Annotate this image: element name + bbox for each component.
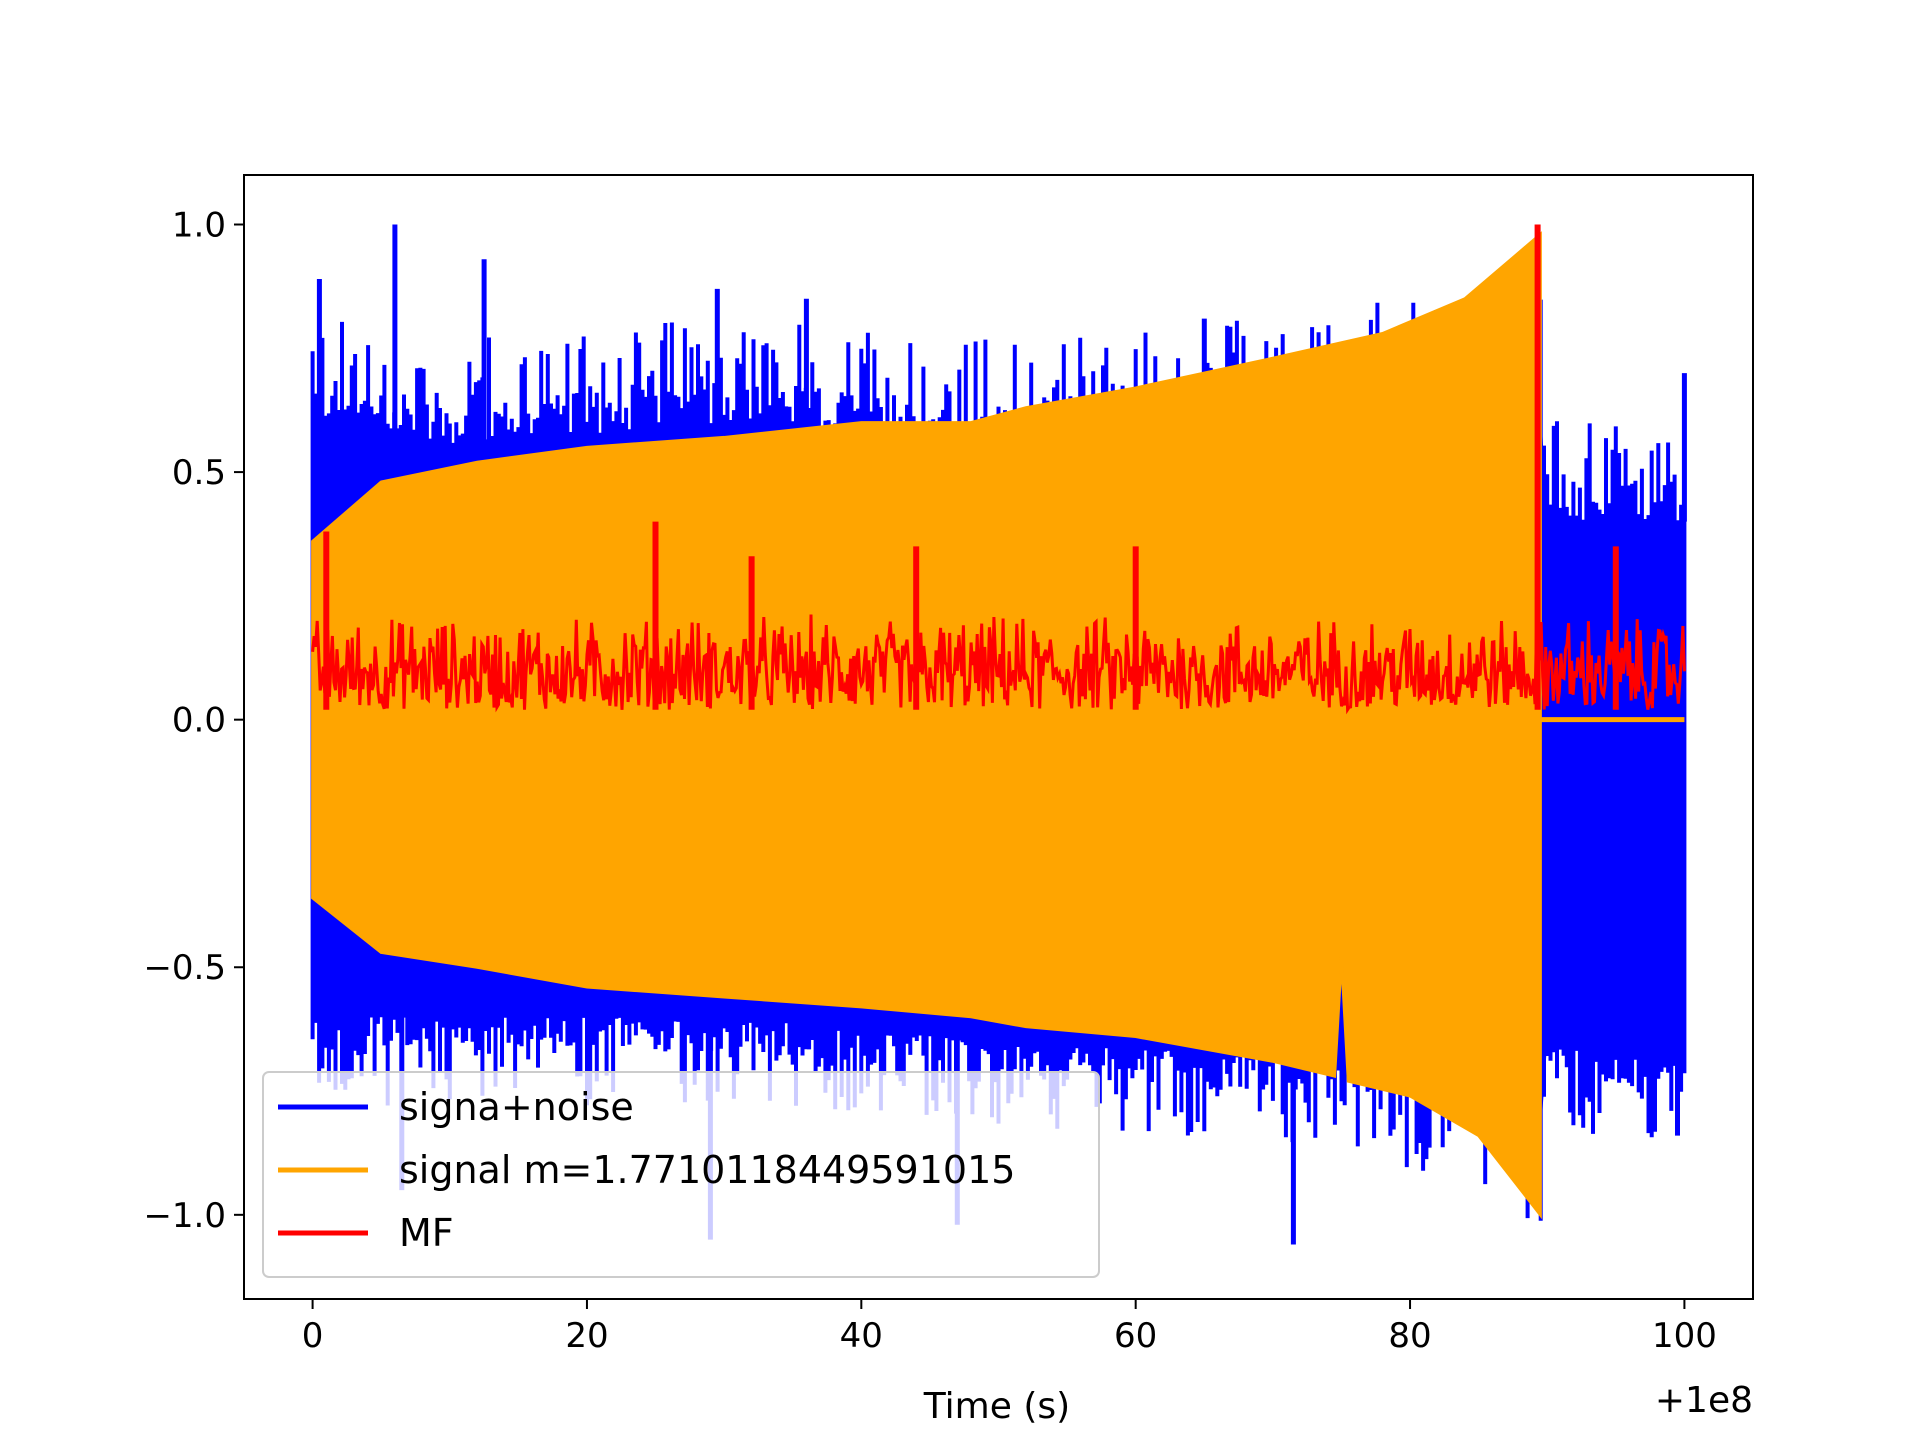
x-tick-label: 60: [1114, 1316, 1157, 1356]
x-axis-label: Time (s): [923, 1386, 1070, 1427]
x-tick-label: 100: [1652, 1316, 1717, 1356]
y-tick-label: 1.0: [172, 206, 226, 246]
series-layer: [310, 224, 1687, 1245]
x-tick-label: 20: [565, 1316, 608, 1356]
x-tick-label: 80: [1388, 1316, 1431, 1356]
series-mf-line: [311, 614, 1686, 715]
x-offset-label: +1e8: [1655, 1380, 1753, 1421]
series-signal-body: [311, 231, 1542, 1220]
x-axis: 0 20 40 60 80 100: [302, 1299, 1717, 1356]
legend-label-signal-noise: signa+noise: [399, 1085, 634, 1129]
legend-label-signal: signal m=1.7710118449591015: [399, 1148, 1015, 1192]
series-signal: [311, 231, 1685, 1220]
series-mf: [311, 224, 1686, 715]
y-tick-label: −0.5: [143, 948, 226, 988]
x-tick-label: 40: [840, 1316, 883, 1356]
y-axis: −1.0 −0.5 0.0 0.5 1.0: [143, 206, 244, 1236]
y-tick-label: 0.5: [172, 453, 226, 493]
plot-frame: [243, 174, 1754, 1300]
legend-label-mf: MF: [399, 1211, 454, 1255]
y-tick-label: 0.0: [172, 701, 226, 741]
series-mf-spikes: [323, 224, 1619, 710]
y-tick-label: −1.0: [143, 1196, 226, 1236]
legend: signa+noise signal m=1.7710118449591015 …: [262, 1071, 1100, 1278]
x-tick-label: 0: [302, 1316, 324, 1356]
legend-box: [262, 1071, 1100, 1278]
